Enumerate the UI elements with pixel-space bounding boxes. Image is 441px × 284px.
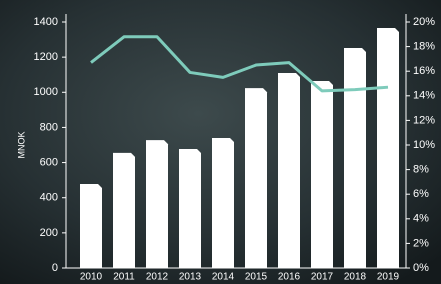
- bar: [344, 48, 366, 268]
- bar: [377, 28, 399, 268]
- x-tick-label: 2019: [377, 272, 400, 283]
- y2-tick-label: 0%: [413, 262, 429, 274]
- x-tick-label: 2012: [146, 272, 169, 283]
- bar: [179, 149, 201, 268]
- bar: [311, 81, 333, 268]
- y2-tick-label: 14%: [413, 90, 435, 102]
- y-tick-label: 0: [52, 262, 58, 274]
- bar: [80, 184, 102, 268]
- x-tick-label: 2011: [113, 272, 135, 283]
- x-tick-label: 2015: [245, 272, 268, 283]
- y-tick-label: 800: [40, 121, 58, 133]
- page: MNOK 0 200 400 600 800 1000 1200 1400 0% 2% 4% 6% 8%…: [0, 0, 441, 284]
- bar: [113, 153, 135, 268]
- y2-tick-label: 16%: [413, 65, 435, 77]
- bar: [212, 138, 234, 268]
- y2-tick-label: 4%: [413, 213, 429, 225]
- y-tick-label: 1200: [34, 51, 58, 63]
- bar: [245, 88, 267, 268]
- x-tick-label: 2014: [212, 272, 235, 283]
- y2-tick-label: 6%: [413, 188, 429, 200]
- y2-tick-label: 2%: [413, 237, 429, 249]
- y2-tick-label: 10%: [413, 139, 435, 151]
- y-tick-label: 1400: [34, 16, 58, 28]
- y2-tick-label: 12%: [413, 114, 435, 126]
- y-tick-label: 200: [40, 227, 58, 239]
- y2-tick-label: 20%: [413, 16, 435, 28]
- bar: [146, 140, 168, 268]
- y-tick-label: 600: [40, 156, 58, 168]
- y-tick-label: 1000: [34, 86, 58, 98]
- chart: MNOK 0 200 400 600 800 1000 1200 1400 0% 2% 4% 6% 8%…: [0, 0, 441, 284]
- x-tick-label: 2013: [179, 272, 202, 283]
- y2-tick-label: 18%: [413, 41, 435, 53]
- y2-tick-label: 8%: [413, 164, 429, 176]
- x-tick-label: 2017: [311, 272, 334, 283]
- y-axis-label: MNOK: [16, 132, 26, 159]
- x-tick-label: 2016: [278, 272, 301, 283]
- bar: [278, 73, 300, 268]
- x-tick-label: 2018: [344, 272, 367, 283]
- y-tick-label: 400: [40, 192, 58, 204]
- x-tick-label: 2010: [80, 272, 103, 283]
